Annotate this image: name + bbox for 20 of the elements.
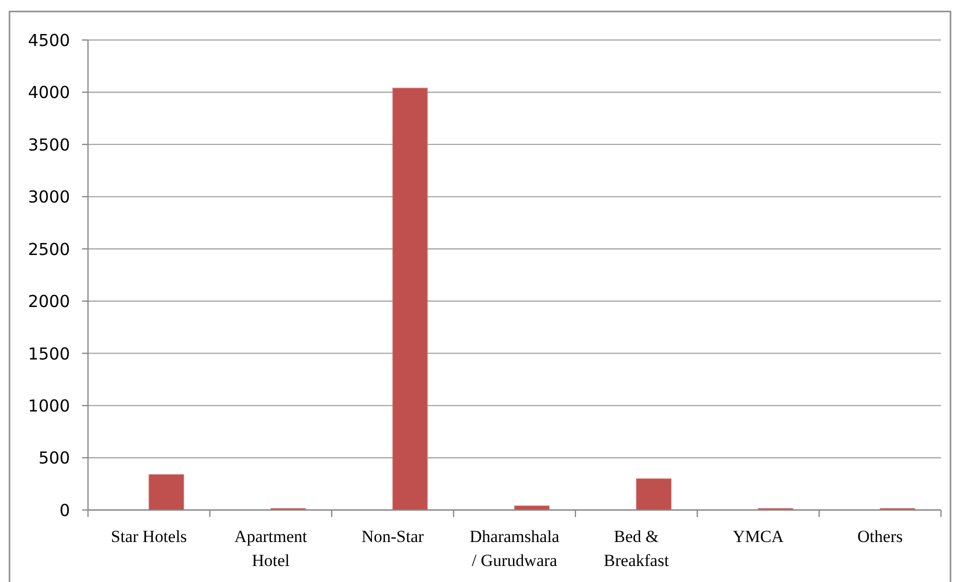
bar bbox=[636, 478, 672, 510]
x-tick-label: Dharamshala / Gurudwara bbox=[470, 526, 560, 570]
y-tick-label: 4000 bbox=[28, 83, 70, 102]
y-tick-label: 1500 bbox=[28, 344, 70, 364]
bar bbox=[148, 474, 184, 510]
y-tick-label: 2000 bbox=[28, 292, 70, 312]
y-tick-label: 3000 bbox=[28, 188, 70, 207]
x-tick-label: Bed & Breakfast bbox=[604, 526, 670, 570]
x-tick-label: Apartment Hotel bbox=[234, 526, 308, 570]
y-tick-label: 2500 bbox=[28, 240, 70, 259]
x-tick-label: Non-Star bbox=[361, 526, 424, 546]
y-tick-label: 4500 bbox=[28, 30, 70, 50]
x-tick-label: Star Hotels bbox=[110, 526, 187, 546]
y-tick-label: 1000 bbox=[28, 396, 70, 416]
y-tick-label: 500 bbox=[38, 448, 70, 468]
x-tick-label: Others bbox=[857, 526, 903, 546]
bar bbox=[392, 88, 428, 510]
x-tick-label: YMCA bbox=[732, 526, 784, 546]
y-tick-label: 3500 bbox=[28, 135, 70, 154]
y-tick-label: 0 bbox=[60, 500, 70, 520]
